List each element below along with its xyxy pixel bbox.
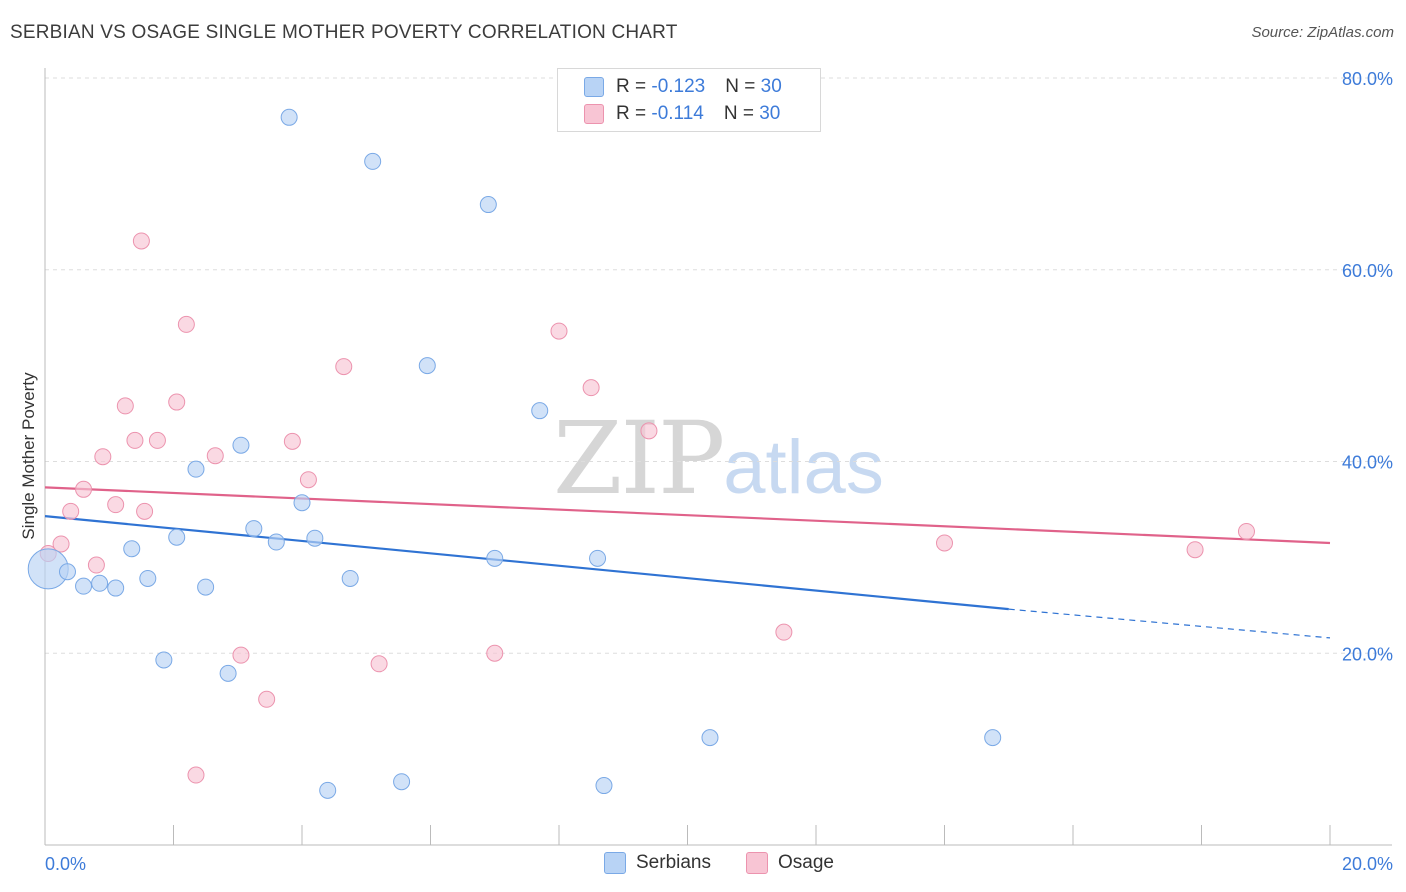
- serbians-point: [232, 436, 250, 454]
- osage-point: [1186, 541, 1204, 559]
- axes: [44, 68, 1392, 846]
- trend-lines: [44, 486, 1331, 639]
- x-tick-label: 20.0%: [1342, 854, 1393, 874]
- legend-n-value-serbians: 30: [760, 76, 782, 97]
- osage-point: [370, 655, 388, 673]
- serbians-point: [341, 569, 359, 587]
- legend-n-label-serbians: N =: [725, 76, 761, 97]
- osage-point: [206, 447, 224, 465]
- osage-point: [177, 315, 195, 333]
- watermark: ZIPatlas: [553, 400, 884, 517]
- serbians-point: [589, 549, 607, 567]
- osage-point: [550, 322, 568, 340]
- source-label: Source: ZipAtlas.com: [1251, 24, 1394, 41]
- legend-item-serbians: Serbians: [604, 852, 711, 874]
- serbians-point: [139, 569, 157, 587]
- chart-title: SERBIAN VS OSAGE SINGLE MOTHER POVERTY C…: [10, 22, 678, 43]
- serbians-point: [107, 579, 125, 597]
- serbians-point: [984, 729, 1002, 747]
- y-tick-label: 20.0%: [1342, 644, 1393, 664]
- serbians-point: [701, 729, 719, 747]
- serbians-trend-extension: [1008, 608, 1331, 639]
- serbians-point: [306, 529, 324, 547]
- osage-point: [116, 397, 134, 415]
- osage-point: [52, 535, 70, 553]
- osage-point: [168, 393, 186, 411]
- osage-swatch: [584, 104, 604, 124]
- osage-point: [187, 766, 205, 784]
- serbians-point: [364, 152, 382, 170]
- serbians-point: [58, 563, 76, 581]
- tick-labels: 20.0% 40.0% 60.0% 80.0% 0.0% 20.0%: [45, 69, 1393, 874]
- correlation-legend: R = -0.123 N = 30 R = -0.114 N = 30: [557, 68, 821, 132]
- serbians-point: [75, 577, 93, 595]
- grid-lines: [45, 77, 1392, 654]
- series-legend: Serbians Osage: [0, 852, 1406, 878]
- serbians-point: [267, 533, 285, 551]
- serbians-swatch: [584, 77, 604, 97]
- legend-r-label-osage: R =: [616, 103, 652, 124]
- serbians-point: [123, 540, 141, 558]
- serbians-point: [418, 357, 436, 375]
- y-tick-label: 40.0%: [1342, 453, 1393, 473]
- serbians-point: [155, 651, 173, 669]
- legend-osage-swatch: [746, 852, 768, 874]
- legend-r-label-serbians: R =: [616, 76, 652, 97]
- serbians-point: [293, 494, 311, 512]
- y-tick-label: 80.0%: [1342, 69, 1393, 89]
- osage-trend-line: [44, 486, 1331, 545]
- legend-serbians-swatch: [604, 852, 626, 874]
- osage-point: [75, 480, 93, 498]
- osage-point: [107, 496, 125, 514]
- osage-point: [1237, 522, 1255, 540]
- osage-point: [936, 534, 953, 552]
- serbians-point: [219, 664, 237, 682]
- osage-point: [258, 690, 276, 708]
- legend-n-label-osage: N =: [723, 103, 760, 124]
- osage-point: [299, 471, 317, 489]
- data-points: [27, 108, 1255, 799]
- osage-point: [775, 623, 793, 641]
- serbians-point: [486, 549, 504, 567]
- legend-row-osage: R = -0.114 N = 30: [584, 102, 780, 126]
- osage-point: [94, 448, 112, 466]
- legend-r-value-osage: -0.114: [651, 103, 704, 124]
- osage-point: [87, 556, 105, 574]
- osage-point: [640, 422, 658, 440]
- legend-n-value-osage: 30: [759, 103, 781, 124]
- legend-serbians-label: Serbians: [636, 852, 711, 873]
- osage-point: [132, 232, 150, 250]
- serbians-point: [479, 196, 497, 214]
- serbians-point: [531, 402, 549, 420]
- x-tick-label: 0.0%: [45, 854, 86, 874]
- legend-osage-label: Osage: [778, 852, 834, 873]
- watermark-atlas: atlas: [723, 425, 884, 510]
- serbians-point: [595, 777, 613, 795]
- y-tick-label: 60.0%: [1342, 261, 1393, 281]
- osage-point: [148, 431, 166, 449]
- legend-row-serbians: R = -0.123 N = 30: [584, 75, 782, 99]
- legend-item-osage: Osage: [746, 852, 834, 874]
- osage-point: [62, 502, 80, 520]
- osage-point: [136, 502, 154, 520]
- serbians-point: [245, 520, 263, 538]
- watermark-zip: ZIP: [553, 400, 725, 517]
- serbians-point: [197, 578, 215, 596]
- serbians-point: [91, 574, 109, 592]
- osage-point: [126, 431, 144, 449]
- y-axis-title: Single Mother Poverty: [19, 372, 38, 540]
- osage-point: [283, 432, 301, 450]
- serbians-point: [319, 781, 337, 799]
- osage-point: [335, 358, 353, 376]
- osage-point: [582, 379, 600, 397]
- osage-point: [232, 646, 250, 664]
- serbians-point: [393, 773, 411, 791]
- osage-point: [486, 644, 504, 662]
- serbians-point: [280, 108, 298, 126]
- legend-r-value-serbians: -0.123: [651, 76, 706, 97]
- serbians-point: [187, 460, 205, 478]
- serbians-trend-line: [44, 515, 1009, 611]
- serbians-point: [168, 528, 186, 546]
